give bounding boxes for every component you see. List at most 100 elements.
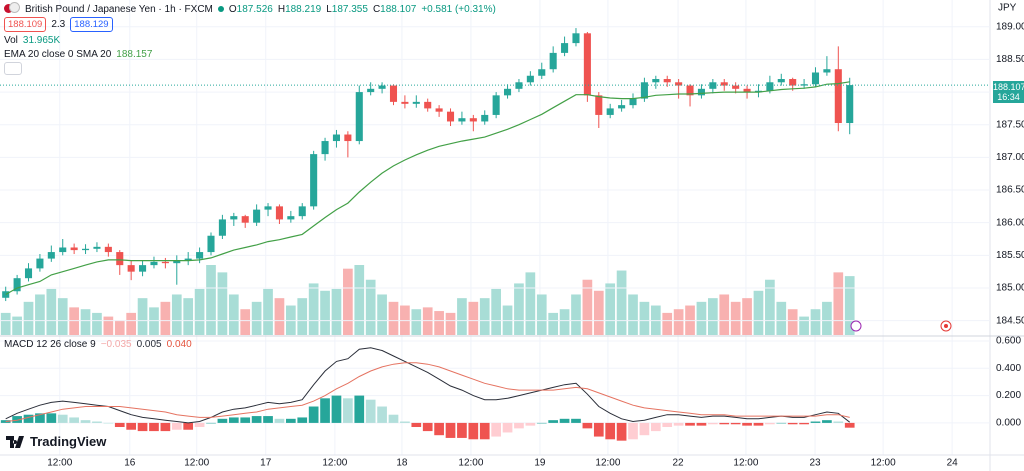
- candle-body: [663, 79, 671, 83]
- candle-body: [2, 291, 10, 298]
- volume-bar: [753, 290, 764, 335]
- candle-body: [13, 278, 21, 292]
- y-tick-label: 185.000: [996, 283, 1024, 294]
- volume-bar: [183, 298, 194, 335]
- macd-histogram-bar: [662, 422, 673, 428]
- ema-value: 188.157: [116, 49, 153, 60]
- volume-bar: [662, 312, 673, 335]
- candle-body: [127, 265, 135, 272]
- macd-histogram-bar: [194, 422, 205, 428]
- macd-line: [5, 347, 851, 424]
- macd-histogram-bar: [468, 422, 479, 440]
- volume-bar: [468, 301, 479, 335]
- macd-hist-value: −0.035: [100, 339, 132, 350]
- x-tick-label: 22: [672, 458, 684, 469]
- candle-body: [675, 82, 683, 86]
- macd-histogram-bar: [354, 395, 365, 423]
- candle-body: [116, 252, 124, 266]
- header-row: British Pound / Japanese Yen · 1h · FXCM…: [4, 2, 496, 16]
- volume-bar: [194, 288, 205, 335]
- volume-bar: [787, 309, 798, 335]
- x-tick-label: 12:00: [595, 458, 620, 469]
- x-tick-label: 19: [534, 458, 546, 469]
- candle-body: [173, 260, 181, 264]
- vol-legend: Vol 31.965K: [4, 35, 60, 46]
- ema-line: [5, 81, 850, 296]
- volume-bar: [263, 288, 273, 335]
- volume-bar: [365, 279, 376, 335]
- macd-histogram-bar: [810, 421, 821, 423]
- macd-histogram-bar: [57, 414, 68, 423]
- collapse-button[interactable]: [4, 62, 22, 75]
- x-tick-label: 12:00: [733, 458, 758, 469]
- macd-histogram-bar: [274, 418, 285, 423]
- x-tick-label: 12:00: [458, 458, 483, 469]
- last-price-tag: 188.107 16:34: [993, 81, 1024, 103]
- volume-bar: [707, 298, 718, 335]
- volume-bar: [810, 309, 821, 335]
- bid[interactable]: 188.109: [4, 17, 47, 32]
- candle-body: [743, 88, 751, 93]
- macd-histogram-bar: [685, 422, 695, 426]
- y-tick-label: 187.000: [996, 152, 1024, 163]
- candle-body: [230, 216, 238, 220]
- volume-bar: [126, 312, 137, 335]
- macd-histogram-bar: [0, 420, 11, 423]
- brand[interactable]: TradingView: [6, 434, 106, 449]
- macd-label: MACD 12 26 close 9: [4, 339, 96, 350]
- volume-bar: [46, 288, 57, 335]
- volume-bar: [80, 309, 91, 335]
- signal-line: [5, 362, 850, 422]
- macd-histogram-bar: [502, 422, 513, 433]
- candle-body: [332, 134, 340, 142]
- volume-bar: [434, 311, 444, 335]
- volume-bar: [331, 288, 342, 335]
- macd-histogram-bar: [571, 418, 581, 423]
- volume-bar: [137, 298, 148, 335]
- candle-body: [310, 154, 318, 207]
- event-icon-dot: [944, 324, 948, 328]
- ohlc-o: O187.526: [229, 4, 273, 15]
- macd-histogram-bar: [23, 414, 34, 423]
- volume-bar: [514, 283, 524, 335]
- brand-text: TradingView: [30, 434, 107, 449]
- macd-histogram-bar: [240, 417, 251, 423]
- volume-bar: [730, 301, 741, 335]
- candle-body: [435, 108, 443, 112]
- ask[interactable]: 188.129: [70, 17, 113, 32]
- y-tick-label: 0.600: [996, 336, 1021, 347]
- macd-histogram-bar: [548, 420, 559, 423]
- candle-body: [504, 88, 512, 96]
- y-tick-label: 184.500: [996, 315, 1024, 326]
- candle-body: [526, 75, 534, 83]
- candle-body: [412, 101, 420, 104]
- candle-body: [549, 52, 557, 70]
- candle-body: [732, 85, 740, 89]
- ohlc-value: 188.107: [380, 3, 417, 15]
- x-tick-label: 12:00: [871, 458, 896, 469]
- volume-bar: [593, 290, 604, 335]
- volume-bar: [559, 309, 570, 335]
- flags: [4, 2, 20, 16]
- volume-bar: [742, 298, 752, 335]
- macd-histogram-bar: [628, 422, 638, 440]
- macd-histogram-bar: [80, 420, 91, 423]
- macd-histogram-bar: [639, 422, 650, 436]
- candle-body: [70, 247, 78, 251]
- y-tick-label: 188.500: [996, 54, 1024, 65]
- volume-bar: [240, 309, 251, 335]
- candle-body: [515, 82, 523, 89]
- macd-histogram-bar: [457, 422, 467, 438]
- candle-body: [367, 88, 375, 93]
- macd-histogram-bar: [514, 422, 524, 429]
- candle-body: [561, 43, 569, 53]
- y-tick-label: 185.500: [996, 250, 1024, 261]
- volume-bar: [776, 301, 787, 335]
- symbol[interactable]: British Pound / Japanese Yen · 1h · FXCM: [25, 3, 213, 15]
- candle-body: [686, 85, 694, 96]
- macd-histogram-bar: [582, 422, 593, 429]
- candle-body: [481, 114, 489, 122]
- macd-histogram-bar: [114, 422, 125, 428]
- candle-body: [264, 206, 272, 210]
